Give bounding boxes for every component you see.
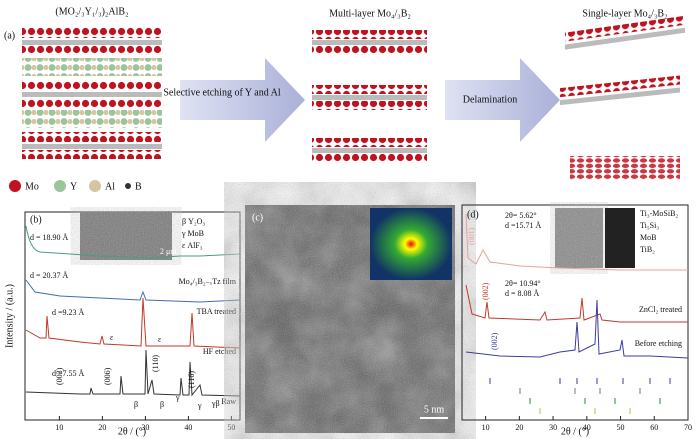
x-tick-label: 20 (98, 423, 106, 432)
crystal (22, 28, 162, 159)
xrd-curve (25, 297, 241, 349)
xrd-curve (465, 213, 688, 271)
phase-label: β (134, 400, 138, 409)
trace-label: Raw (221, 397, 236, 406)
x-axis-label: 2θ / (°) (118, 426, 146, 437)
arrow-text: Delamination (463, 94, 517, 105)
x-tick-label: 70 (684, 423, 692, 432)
legend: Mo Y Al B (9, 180, 142, 192)
legend-label: B (135, 181, 142, 192)
phase-label: γ (175, 393, 180, 402)
legend-label: Ti₅Si₃ (640, 221, 659, 230)
peak-label: (001) (467, 227, 476, 245)
trace-label: Before etching (635, 339, 682, 348)
phase-sticks (539, 408, 631, 414)
title: (MO₂/₃Y₁/₃)₂AlB₂ (55, 6, 128, 17)
panel-b: (b) Intensity / (a.u.) 2θ / (°) 2 μm β Y… (4, 211, 241, 437)
phase-sticks (489, 378, 671, 384)
phase-sticks (519, 388, 641, 394)
legend-label: Mo (25, 181, 39, 192)
title: Single-layer Mo₄/₃B₂ (582, 8, 667, 19)
peak-label: (002) (481, 282, 490, 300)
note: 2θ= 5.62° (505, 211, 537, 220)
xrd-curve (465, 299, 689, 359)
scale-label: 2 μm (160, 247, 177, 256)
d-label: d = 18.90 Å (30, 233, 69, 242)
peak-label: (002) (490, 332, 499, 350)
x-tick-label: 30 (549, 423, 557, 432)
x-tick-label: 40 (583, 423, 591, 432)
note: d = 8.08 Å (505, 289, 540, 298)
phase-sticks (529, 398, 661, 404)
d-label: d =9.23 Å (52, 308, 85, 317)
phase-label: γβ (211, 399, 220, 408)
x-tick-label: 50 (617, 423, 625, 432)
legend-label: Al (105, 181, 115, 192)
peak-label: (110) (151, 355, 160, 372)
legend-label: MoB (640, 233, 656, 242)
phase-label: ε (110, 333, 114, 342)
note: 2θ= 10.94° (505, 279, 541, 288)
title: Multi-layer Mo₄/₃B₂ (329, 8, 411, 19)
legend-label: Y (70, 181, 77, 192)
x-tick-label: 10 (482, 423, 490, 432)
peak-label: (116) (187, 371, 196, 388)
x-tick-label: 50 (227, 423, 235, 432)
x-tick-label: 60 (650, 423, 658, 432)
xrd-curve (25, 279, 241, 303)
arrow (180, 58, 305, 142)
xrd-curve (25, 349, 241, 397)
trace-label: ZnCl₂ treated (639, 305, 682, 314)
peak-label: (003) (55, 367, 64, 385)
panel-label: (c) (252, 212, 263, 223)
panel-c: (c) 5 nm (245, 205, 455, 433)
legend-label: γ MoB (181, 229, 204, 238)
panel-label: (d) (467, 209, 479, 220)
xrd-curve (465, 284, 688, 323)
legend-label: TiB₂ (640, 245, 655, 254)
legend-label: β Y₂O₃ (182, 217, 205, 226)
trace-label: Mo₄/₃B₂₋ₓTz film (179, 277, 237, 286)
x-tick-label: 10 (55, 423, 63, 432)
d-label: d = 20.37 Å (30, 271, 69, 280)
d-label: d =7.55 Å (52, 369, 85, 378)
x-tick-label: 30 (141, 423, 149, 432)
panel-label: (b) (30, 214, 42, 225)
scale-label: 5 nm (424, 404, 445, 415)
arrow (445, 58, 560, 142)
x-tick-label: 20 (515, 423, 523, 432)
plot-frame (461, 204, 689, 421)
panel-d: (d) 2θ / (°) 2θ= 5.62° d =15.71 Å 2θ= 10… (461, 204, 692, 437)
phase-label: γ (197, 401, 202, 410)
panel-a: (a) (MO₂/₃Y₁/₃)₂AlB₂ Multi-layer Mo₄/₃B₂… (4, 6, 685, 192)
note: d =15.71 Å (505, 221, 542, 230)
legend-label: Ti₃-MoSiB₂ (640, 209, 678, 218)
phase-label: ε (158, 335, 162, 344)
legend-label: ε AlF₃ (182, 241, 203, 250)
panel-label: (a) (4, 30, 15, 41)
trace-label: HF etched (203, 347, 236, 356)
trace-label: TBA treated (197, 307, 236, 316)
arrow-text: Selective etching of Y and Al (163, 87, 281, 98)
x-axis-label: 2θ / (°) (561, 426, 589, 437)
fft-inset (370, 208, 452, 280)
peak-label: (006) (103, 367, 112, 385)
xrd-curve (25, 225, 241, 259)
x-tick-label: 40 (184, 423, 192, 432)
single-layer (560, 15, 685, 180)
y-axis-label: Intensity / (a.u.) (4, 284, 15, 348)
multilayer (312, 30, 427, 163)
phase-label: β (160, 400, 164, 409)
